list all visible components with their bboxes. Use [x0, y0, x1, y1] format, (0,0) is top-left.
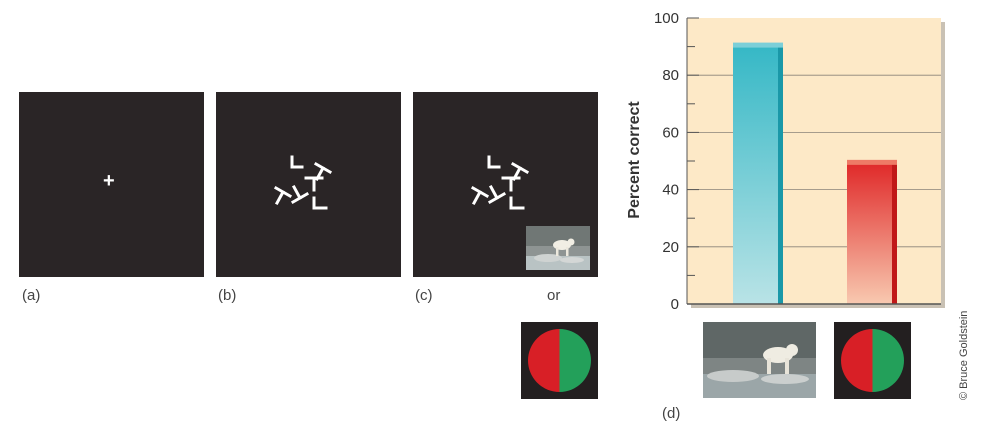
label-b: (b)	[218, 287, 237, 304]
y-axis-label: Percent correct	[626, 101, 643, 219]
bar-scene	[733, 46, 783, 304]
y-tick-label: 80	[662, 67, 679, 84]
y-tick-label: 0	[671, 296, 679, 313]
letter-array	[273, 155, 333, 210]
bar-side	[778, 46, 783, 304]
label-c: (c)	[415, 287, 433, 304]
label-d: (d)	[662, 405, 681, 422]
small-scene-image	[526, 226, 590, 270]
y-tick-label: 20	[662, 239, 679, 256]
scene-category-image	[703, 322, 816, 398]
bar-side	[892, 163, 897, 304]
panel-a-fixation: +	[19, 92, 204, 277]
plot-area	[687, 18, 941, 304]
bar-cap	[847, 159, 897, 165]
red-green-disk-icon	[841, 329, 904, 392]
y-tick-label: 40	[662, 182, 679, 199]
bar-cap	[733, 42, 783, 48]
bar-disk	[847, 163, 897, 304]
y-tick-label: 60	[662, 124, 679, 141]
panel-b-letters	[216, 92, 401, 277]
red-green-disk-option	[521, 322, 598, 399]
y-tick-label: 100	[654, 10, 679, 27]
fixation-cross: +	[103, 170, 115, 192]
red-green-disk-icon	[528, 329, 591, 392]
panel-c-letters-with-scene	[413, 92, 598, 277]
photo-credit: © Bruce Goldstein	[958, 310, 970, 400]
letter-array-c	[470, 155, 530, 210]
bar-chart: 0 20 40 60 80 100 Percent correct	[626, 10, 945, 313]
label-a: (a)	[22, 287, 41, 304]
label-or: or	[547, 287, 561, 304]
disk-category-image	[834, 322, 911, 399]
